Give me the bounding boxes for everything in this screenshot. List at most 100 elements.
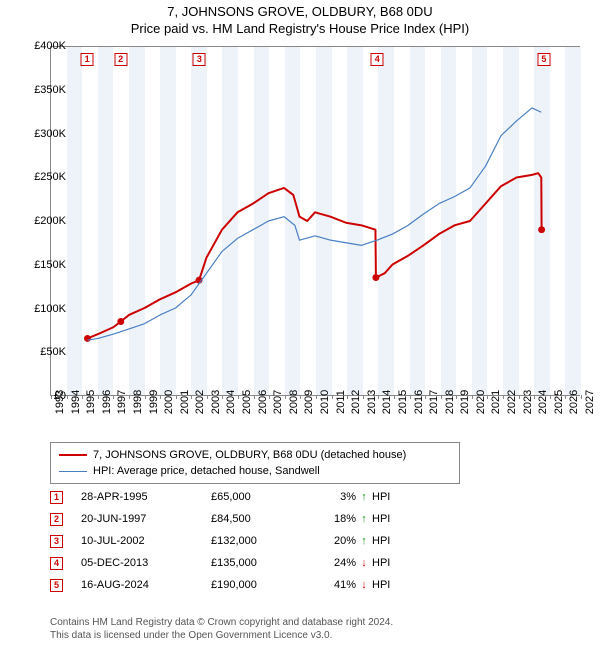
x-tick (550, 395, 551, 399)
transactions-table: 128-APR-1995£65,0003%↑HPI220-JUN-1997£84… (50, 486, 412, 596)
legend-label: 7, JOHNSONS GROVE, OLDBURY, B68 0DU (det… (93, 449, 406, 461)
x-axis-label: 2016 (413, 390, 425, 414)
tx-hpi-label: HPI (372, 557, 412, 569)
x-tick (300, 395, 301, 399)
x-axis-label: 2027 (584, 390, 596, 414)
tx-pct: 41% (311, 579, 356, 591)
transaction-row: 220-JUN-1997£84,50018%↑HPI (50, 508, 412, 530)
tx-date: 20-JUN-1997 (81, 513, 211, 525)
tx-arrow-icon: ↓ (356, 557, 372, 569)
chart-svg (51, 47, 579, 395)
x-tick (191, 395, 192, 399)
x-tick (472, 395, 473, 399)
tx-index: 2 (50, 513, 63, 526)
tx-arrow-icon: ↓ (356, 579, 372, 591)
x-tick (82, 395, 83, 399)
x-axis-label: 2014 (381, 390, 393, 414)
x-axis-label: 2012 (350, 390, 362, 414)
chart-marker-1: 1 (81, 53, 94, 66)
x-axis-label: 2008 (288, 390, 300, 414)
x-axis-label: 2002 (194, 390, 206, 414)
footer-line-1: Contains HM Land Registry data © Crown c… (50, 616, 393, 629)
sale-dot (117, 318, 124, 325)
x-tick (332, 395, 333, 399)
x-tick (581, 395, 582, 399)
tx-pct: 20% (311, 535, 356, 547)
tx-price: £135,000 (211, 557, 311, 569)
tx-price: £190,000 (211, 579, 311, 591)
page-subtitle: Price paid vs. HM Land Registry's House … (0, 21, 600, 36)
tx-pct: 24% (311, 557, 356, 569)
x-axis-label: 1995 (85, 390, 97, 414)
x-axis-label: 1996 (101, 390, 113, 414)
x-axis-label: 2019 (459, 390, 471, 414)
x-tick (160, 395, 161, 399)
sale-dot (538, 226, 545, 233)
x-axis-label: 2025 (553, 390, 565, 414)
x-tick (207, 395, 208, 399)
x-tick (238, 395, 239, 399)
y-axis-label: £250K (34, 171, 66, 183)
x-axis-label: 2022 (506, 390, 518, 414)
y-axis-label: £200K (34, 215, 66, 227)
chart-marker-2: 2 (114, 53, 127, 66)
x-tick (254, 395, 255, 399)
y-axis-label: £150K (34, 259, 66, 271)
x-axis-label: 2018 (444, 390, 456, 414)
sale-dot (372, 274, 379, 281)
tx-price: £84,500 (211, 513, 311, 525)
x-axis-label: 2009 (303, 390, 315, 414)
tx-index: 5 (50, 579, 63, 592)
legend-box: 7, JOHNSONS GROVE, OLDBURY, B68 0DU (det… (50, 442, 460, 484)
x-tick (565, 395, 566, 399)
x-tick (129, 395, 130, 399)
chart-marker-3: 3 (193, 53, 206, 66)
series-hpi (87, 108, 541, 340)
x-tick (269, 395, 270, 399)
transaction-row: 128-APR-1995£65,0003%↑HPI (50, 486, 412, 508)
x-axis-label: 2015 (397, 390, 409, 414)
legend-row: 7, JOHNSONS GROVE, OLDBURY, B68 0DU (det… (59, 447, 451, 463)
tx-hpi-label: HPI (372, 579, 412, 591)
x-axis-label: 2020 (475, 390, 487, 414)
tx-hpi-label: HPI (372, 513, 412, 525)
legend-swatch (59, 471, 87, 472)
x-tick (67, 395, 68, 399)
page-title: 7, JOHNSONS GROVE, OLDBURY, B68 0DU (0, 4, 600, 19)
tx-price: £132,000 (211, 535, 311, 547)
y-axis-label: £400K (34, 40, 66, 52)
x-axis-label: 2026 (568, 390, 580, 414)
tx-date: 05-DEC-2013 (81, 557, 211, 569)
x-tick (145, 395, 146, 399)
x-tick (410, 395, 411, 399)
y-axis-label: £300K (34, 128, 66, 140)
tx-date: 10-JUL-2002 (81, 535, 211, 547)
tx-pct: 3% (311, 491, 356, 503)
tx-index: 4 (50, 557, 63, 570)
chart-marker-4: 4 (371, 53, 384, 66)
x-tick (441, 395, 442, 399)
x-tick (456, 395, 457, 399)
y-axis-label: £350K (34, 84, 66, 96)
tx-date: 28-APR-1995 (81, 491, 211, 503)
legend-label: HPI: Average price, detached house, Sand… (93, 465, 320, 477)
series-price_paid (87, 173, 541, 338)
tx-price: £65,000 (211, 491, 311, 503)
y-axis-label: £100K (34, 303, 66, 315)
x-axis-label: 1998 (132, 390, 144, 414)
x-tick (519, 395, 520, 399)
x-tick (425, 395, 426, 399)
x-axis-label: 1999 (148, 390, 160, 414)
sale-dot (84, 335, 91, 342)
x-tick (113, 395, 114, 399)
x-axis-label: 2000 (163, 390, 175, 414)
x-axis-label: 1997 (116, 390, 128, 414)
tx-arrow-icon: ↑ (356, 535, 372, 547)
x-axis-label: 2013 (366, 390, 378, 414)
x-tick (176, 395, 177, 399)
x-axis-label: 2007 (272, 390, 284, 414)
x-tick (51, 395, 52, 399)
x-axis-label: 2010 (319, 390, 331, 414)
tx-hpi-label: HPI (372, 491, 412, 503)
tx-index: 1 (50, 491, 63, 504)
